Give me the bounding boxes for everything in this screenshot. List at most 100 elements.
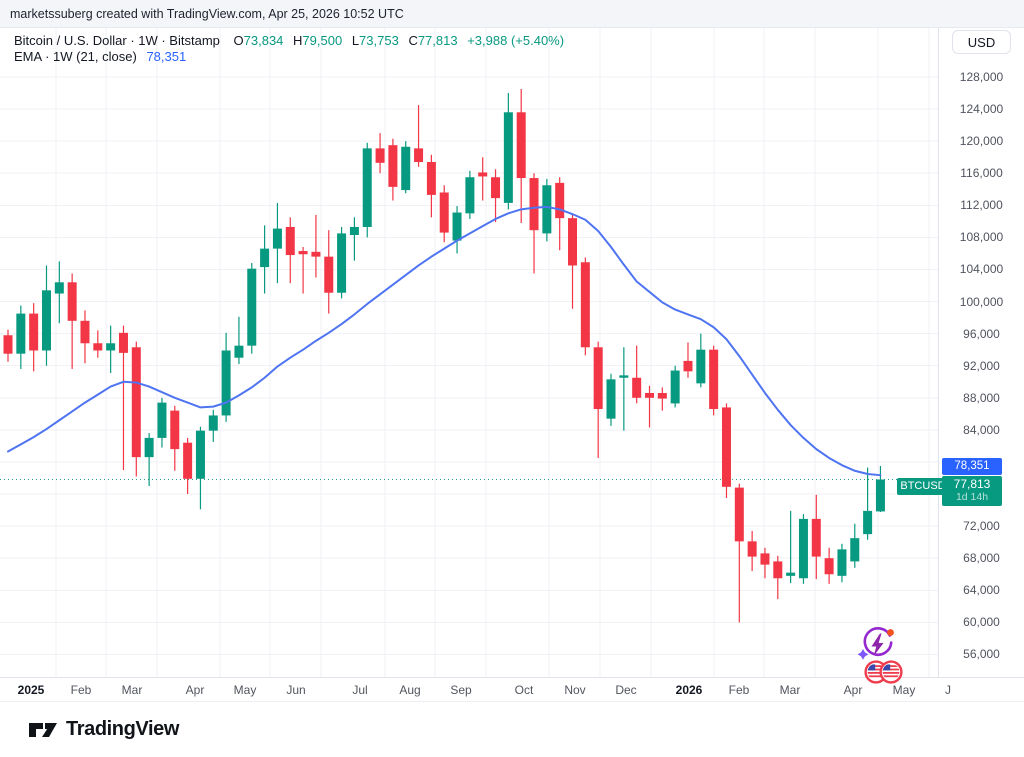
candle-body (388, 145, 398, 187)
last-price-value: 77,813 (953, 477, 991, 491)
candle-body (67, 282, 77, 321)
candle-body (850, 538, 860, 562)
tradingview-logo-text: TradingView (66, 718, 180, 740)
candle-body (337, 233, 347, 293)
candle-body (272, 228, 282, 249)
sticker-group[interactable] (852, 620, 920, 686)
ema-current-value: 78,351 (146, 49, 187, 64)
time-tick-label: Aug (399, 683, 421, 697)
candle-body (875, 479, 885, 512)
candle-body (555, 182, 565, 219)
candle-body (80, 320, 90, 344)
candle-body (568, 218, 578, 266)
price-tick-label: 124,000 (959, 102, 1004, 117)
candle-body (362, 148, 372, 227)
candle-body (709, 349, 719, 410)
candle-body (221, 350, 231, 416)
time-axis[interactable]: 2025 Feb Mar Apr May Jun Jul Aug Sep Oct Nov Dec 202… (0, 677, 1024, 700)
candle-body (41, 290, 51, 351)
candle-body (29, 313, 39, 351)
open-label: O (233, 33, 244, 48)
candle-body (683, 360, 693, 372)
candle-body (721, 407, 731, 487)
candle-body (503, 112, 513, 203)
candle-body (285, 226, 295, 256)
candle-body (619, 375, 629, 378)
lightning-sticker[interactable] (857, 626, 894, 660)
time-tick-label: Oct (514, 683, 534, 697)
candle-body (157, 402, 167, 438)
candle-body (760, 553, 770, 565)
candle-body (798, 518, 808, 579)
candle-body (811, 518, 821, 557)
candle-body (349, 226, 359, 235)
candle-body (529, 178, 539, 231)
ema-line (7, 205, 882, 477)
candle-body (580, 262, 590, 348)
candle-body (747, 541, 757, 557)
candle-body (324, 256, 334, 293)
price-tick-label: 60,000 (963, 615, 1000, 630)
candle-body (491, 177, 501, 199)
candle-body (195, 430, 205, 479)
close-value: 77,813 (417, 33, 458, 48)
ema-legend-row[interactable]: EMA · 1W (21, close) 78,351 (14, 49, 564, 65)
price-tick-label: 56,000 (963, 647, 1000, 662)
candle-body (106, 343, 116, 351)
bar-countdown: 1d 14h (955, 491, 989, 503)
time-tick-label: Jul (352, 683, 368, 697)
candle-body (93, 343, 103, 351)
candle-body (465, 177, 475, 214)
time-tick-label: Nov (564, 683, 586, 697)
candle-body (375, 148, 385, 163)
symbol-label-pill: BTCUSD (897, 478, 949, 495)
candle-body (426, 162, 436, 195)
price-tick-label: 92,000 (963, 358, 1000, 373)
candle-body (863, 510, 873, 535)
candle-body (401, 146, 411, 191)
candle-body (131, 347, 141, 458)
time-tick-label: 2026 (675, 683, 703, 697)
candle-body (657, 392, 667, 399)
price-tick-label: 84,000 (963, 422, 1000, 437)
time-tick-label: Dec (615, 683, 637, 697)
symbol-title: Bitcoin / U.S. Dollar · 1W · Bitstamp (14, 33, 220, 48)
candle-body (260, 248, 270, 268)
price-tick-label: 96,000 (963, 326, 1000, 341)
time-tick-label: Mar (779, 683, 801, 697)
price-tick-label: 112,000 (960, 198, 1003, 213)
time-tick-label: Feb (728, 683, 750, 697)
symbol-legend-row[interactable]: Bitcoin / U.S. Dollar · 1W · Bitstamp O7… (14, 33, 564, 49)
candle-body (593, 347, 603, 410)
price-tick-label: 68,000 (963, 551, 1000, 566)
candle-body (54, 282, 64, 294)
candle-body (452, 212, 462, 241)
candle-body (247, 268, 257, 346)
time-tick-label: Sep (450, 683, 472, 697)
time-tick-label: 2025 (17, 683, 45, 697)
open-value: 73,834 (243, 33, 284, 48)
candle-body (183, 442, 193, 479)
candle-body (670, 370, 680, 404)
attribution-text: marketssuberg created with TradingView.c… (10, 6, 404, 21)
price-tick-label: 88,000 (963, 390, 1000, 405)
time-tick-label: Apr (843, 683, 863, 697)
attribution-bar: marketssuberg created with TradingView.c… (0, 0, 1024, 28)
candle-body (542, 185, 552, 234)
candle-body (696, 349, 706, 384)
chart-legend: Bitcoin / U.S. Dollar · 1W · Bitstamp O7… (14, 33, 564, 65)
candle-body (144, 437, 154, 458)
candle-body (234, 345, 244, 358)
price-chart[interactable] (0, 28, 938, 677)
candle-body (837, 549, 847, 576)
change-value: +3,988 (+5.40%) (467, 33, 565, 48)
high-value: 79,500 (302, 33, 343, 48)
usa-coins-sticker[interactable] (864, 660, 903, 684)
candle-body (516, 112, 526, 179)
currency-toggle-button[interactable]: USD (952, 30, 1011, 54)
candle-body (16, 313, 26, 354)
price-scale[interactable]: 128,000 124,000 120,000 116,000 112,000 108,0… (938, 28, 1024, 677)
candle-body (734, 487, 744, 542)
footer-bar: TradingView (0, 701, 1024, 757)
time-tick-label: Feb (70, 683, 92, 697)
